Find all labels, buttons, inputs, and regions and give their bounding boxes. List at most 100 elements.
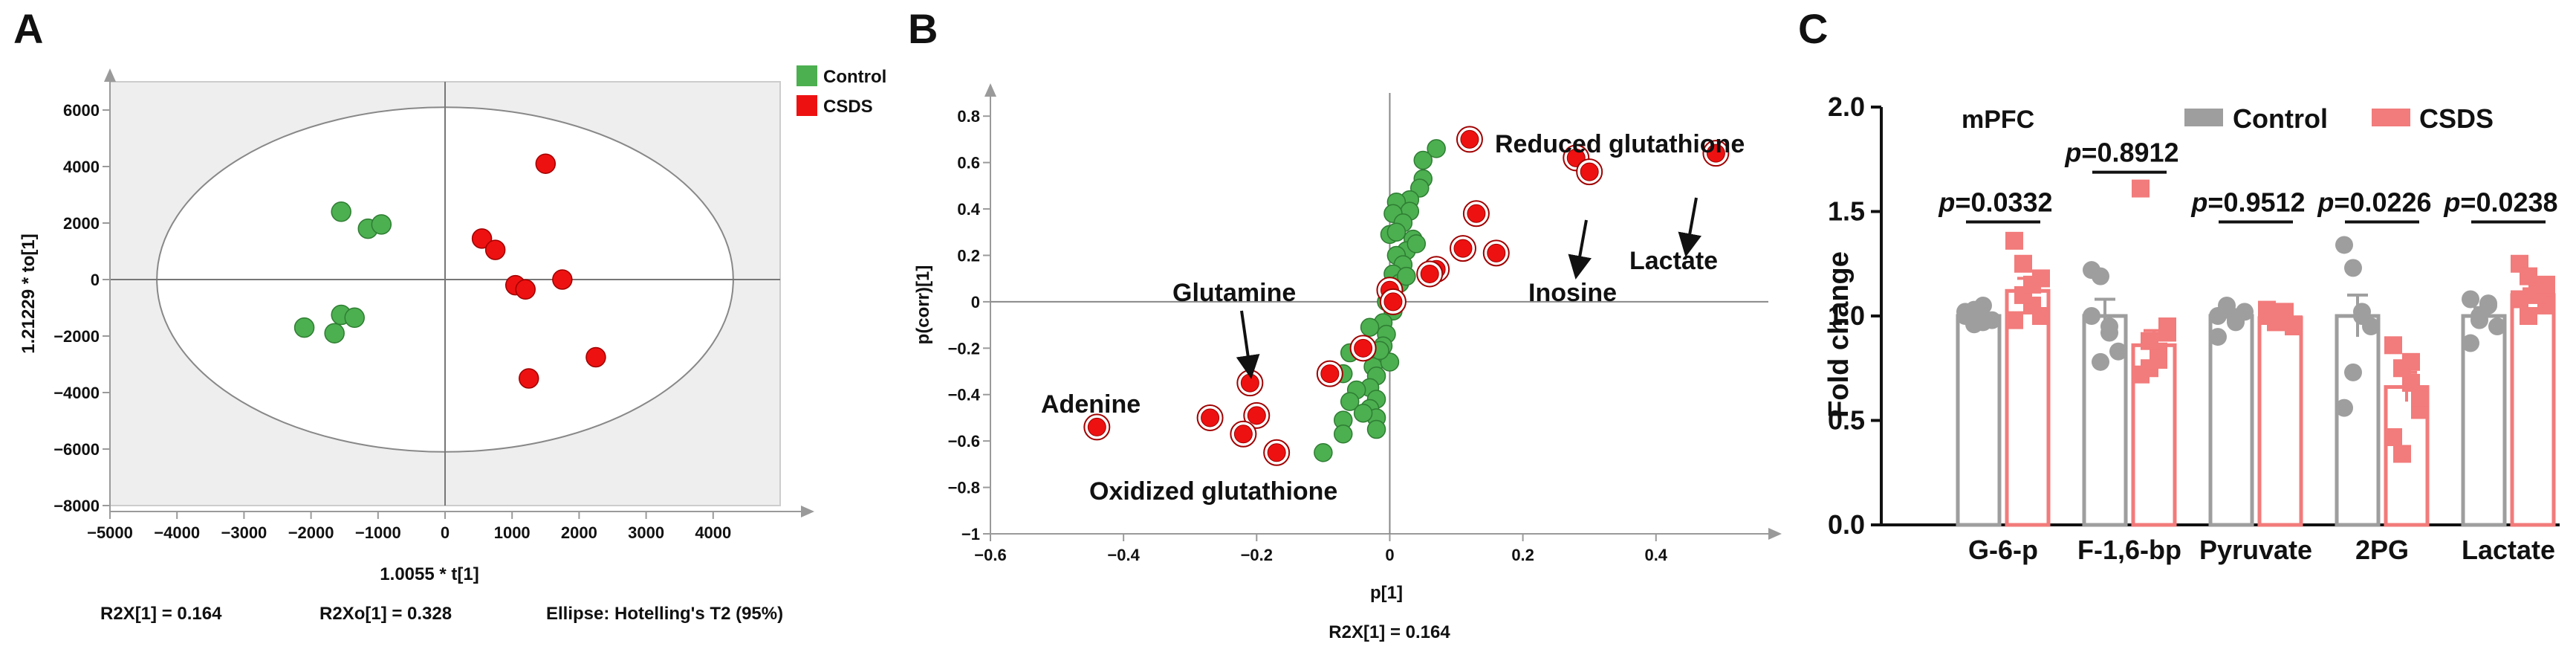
y-tick-label: 0.5: [1828, 405, 1865, 436]
legend-label-csds: CSDS: [823, 97, 873, 117]
data-point-control: [2344, 363, 2362, 381]
p-value-label: p=0.0332: [1938, 187, 2052, 218]
data-point-csds: [2023, 275, 2041, 294]
panel-b-s-plot: −0.6 −0.4 −0.2 0 0.2 0.4 −1 −0.8 −0.6 −0.4 −0.2 0 0.…: [913, 83, 1782, 642]
y-tick-label: 2000: [63, 214, 100, 233]
bar-csds: [2510, 293, 2556, 527]
legend-swatch-csds-c: [2372, 109, 2410, 126]
data-point-csds: [2537, 275, 2555, 294]
point-unchanged: [1413, 150, 1433, 170]
panel-letter-a: A: [13, 5, 43, 52]
x-tick-label: 1000: [494, 523, 531, 542]
data-point-control: [2344, 259, 2362, 277]
data-point-control: [2335, 399, 2353, 417]
point-unchanged: [1340, 392, 1360, 411]
data-point-csds: [2132, 179, 2150, 198]
x-tick-label: 0.2: [1511, 546, 1534, 564]
data-point-control: [2462, 334, 2479, 352]
x-tick-label: −2000: [288, 523, 334, 542]
data-point-control: [1965, 300, 1983, 319]
annotation-arrow: [1236, 310, 1260, 379]
annotation-label: Reduced glutathione: [1495, 130, 1745, 158]
point-unchanged: [1360, 317, 1380, 337]
y-tick-label: −1: [961, 525, 980, 543]
p-value-label: p=0.8912: [2064, 138, 2178, 168]
y-tick-label: 1.0: [1828, 300, 1865, 331]
y-tick-label: −2000: [53, 327, 100, 346]
data-point-control: [2462, 290, 2479, 309]
data-point-control: [1974, 313, 1992, 332]
x-tick-label: −0.2: [1241, 546, 1273, 564]
data-point-control: [2209, 328, 2227, 346]
panel-a-legend: Control CSDS: [797, 65, 886, 117]
data-point-csds: [2141, 332, 2158, 350]
y-tick-label: 0.2: [957, 246, 980, 265]
panel-a-footer-ellipse: Ellipse: Hotelling's T2 (95%): [546, 604, 783, 624]
annotation-label: Oxidized glutathione: [1089, 477, 1337, 506]
x-tick-label: −1000: [355, 523, 401, 542]
data-point-csds: [2005, 231, 2023, 250]
panel-a-footer-r2xo: R2Xo[1] = 0.328: [319, 604, 452, 624]
data-point-control: [2488, 317, 2506, 336]
point-unchanged: [1427, 139, 1446, 158]
point-unchanged: [1397, 266, 1416, 286]
legend-swatch-control: [797, 65, 817, 86]
x-tick-label: −0.4: [1107, 546, 1140, 564]
point-control: [344, 307, 365, 329]
point-changed: [1460, 129, 1479, 149]
panel-c-legend: Control CSDS: [2184, 103, 2494, 134]
x-tick-label: 4000: [695, 523, 731, 542]
point-changed: [1087, 417, 1106, 436]
x-tick-label: F-1,6-bp: [2077, 535, 2181, 565]
data-point-control: [2479, 294, 2497, 313]
y-tick-label: 0.6: [957, 154, 980, 172]
panel-a-footer-r2x: R2X[1] = 0.164: [100, 604, 222, 624]
panel-b-footer: R2X[1] = 0.164: [1328, 622, 1450, 642]
point-csds: [515, 279, 536, 300]
data-point-csds: [2520, 307, 2537, 325]
x-tick-label: Lactate: [2462, 535, 2555, 565]
x-tick-label: Pyruvate: [2199, 535, 2312, 565]
data-point-control: [2335, 236, 2353, 254]
point-changed: [1233, 425, 1253, 444]
p-value-label: p=0.9512: [2190, 187, 2305, 218]
data-point-control: [2470, 307, 2488, 325]
data-point-csds: [2285, 315, 2303, 334]
data-point-control: [2083, 307, 2100, 325]
y-tick-label: −6000: [53, 440, 100, 459]
y-tick-label: 1.5: [1828, 196, 1865, 227]
data-point-csds: [2511, 290, 2528, 309]
annotation-arrow: [1678, 197, 1702, 257]
annotation-arrow: [1568, 219, 1592, 280]
y-tick-label: 0.4: [957, 200, 980, 219]
panel-c-ylabel: Fold change: [1823, 251, 1855, 418]
data-point-control: [2092, 267, 2109, 285]
legend-label-control-c: Control: [2233, 103, 2328, 134]
data-point-control: [2353, 303, 2371, 321]
point-unchanged: [1314, 443, 1333, 462]
data-point-control: [2092, 352, 2109, 371]
y-tick-label: 2.0: [1828, 91, 1865, 122]
bar-control: [2335, 314, 2381, 527]
x-tick-label: −4000: [154, 523, 200, 542]
panel-a-score-plot: −5000 −4000 −3000 −2000 −1000 0 1000 2000 3000 40…: [19, 65, 886, 624]
point-unchanged: [1366, 419, 1386, 439]
point-csds: [535, 153, 557, 174]
point-control: [371, 214, 392, 235]
point-control: [293, 317, 315, 338]
point-changed: [1580, 162, 1599, 181]
point-csds: [585, 346, 606, 368]
data-point-control: [2362, 317, 2380, 336]
data-point-csds: [2384, 427, 2402, 446]
y-tick-label: 6000: [63, 101, 100, 120]
point-changed: [1420, 264, 1439, 283]
legend-swatch-csds: [797, 95, 817, 116]
data-point-control: [2100, 323, 2118, 342]
point-changed: [1354, 338, 1373, 358]
data-point-csds: [2393, 445, 2411, 463]
annotation-label: Inosine: [1528, 279, 1617, 307]
x-tick-label: 0: [1385, 546, 1394, 564]
x-tick-label: 0.4: [1644, 546, 1667, 564]
data-point-csds: [2158, 323, 2176, 342]
